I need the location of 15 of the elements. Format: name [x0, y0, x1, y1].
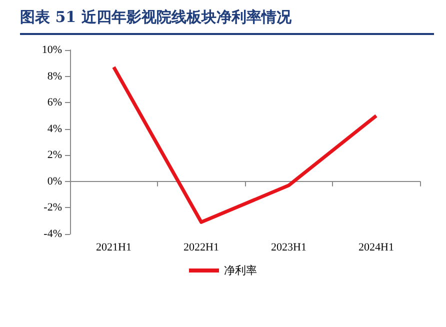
- x-tick-label: 2023H1: [271, 242, 306, 254]
- x-tick-label: 2022H1: [184, 242, 219, 254]
- y-tick-label: 0%: [47, 175, 62, 188]
- y-tick-label: -4%: [44, 228, 62, 240]
- y-tick-label: 4%: [47, 122, 62, 135]
- y-tick-label: 8%: [47, 70, 62, 82]
- y-tick-label: -2%: [44, 202, 62, 214]
- chart-title: 图表 51 近四年影视院线板块净利率情况: [20, 8, 292, 27]
- y-tick-label: 6%: [47, 96, 62, 109]
- x-tick-label: 2021H1: [96, 242, 132, 254]
- line-series: [112, 65, 378, 224]
- y-tick-label: 2%: [47, 149, 62, 162]
- legend-label: 净利率: [224, 264, 257, 277]
- x-tick-label: 2024H1: [358, 242, 394, 254]
- y-tick-label: 10%: [42, 44, 62, 56]
